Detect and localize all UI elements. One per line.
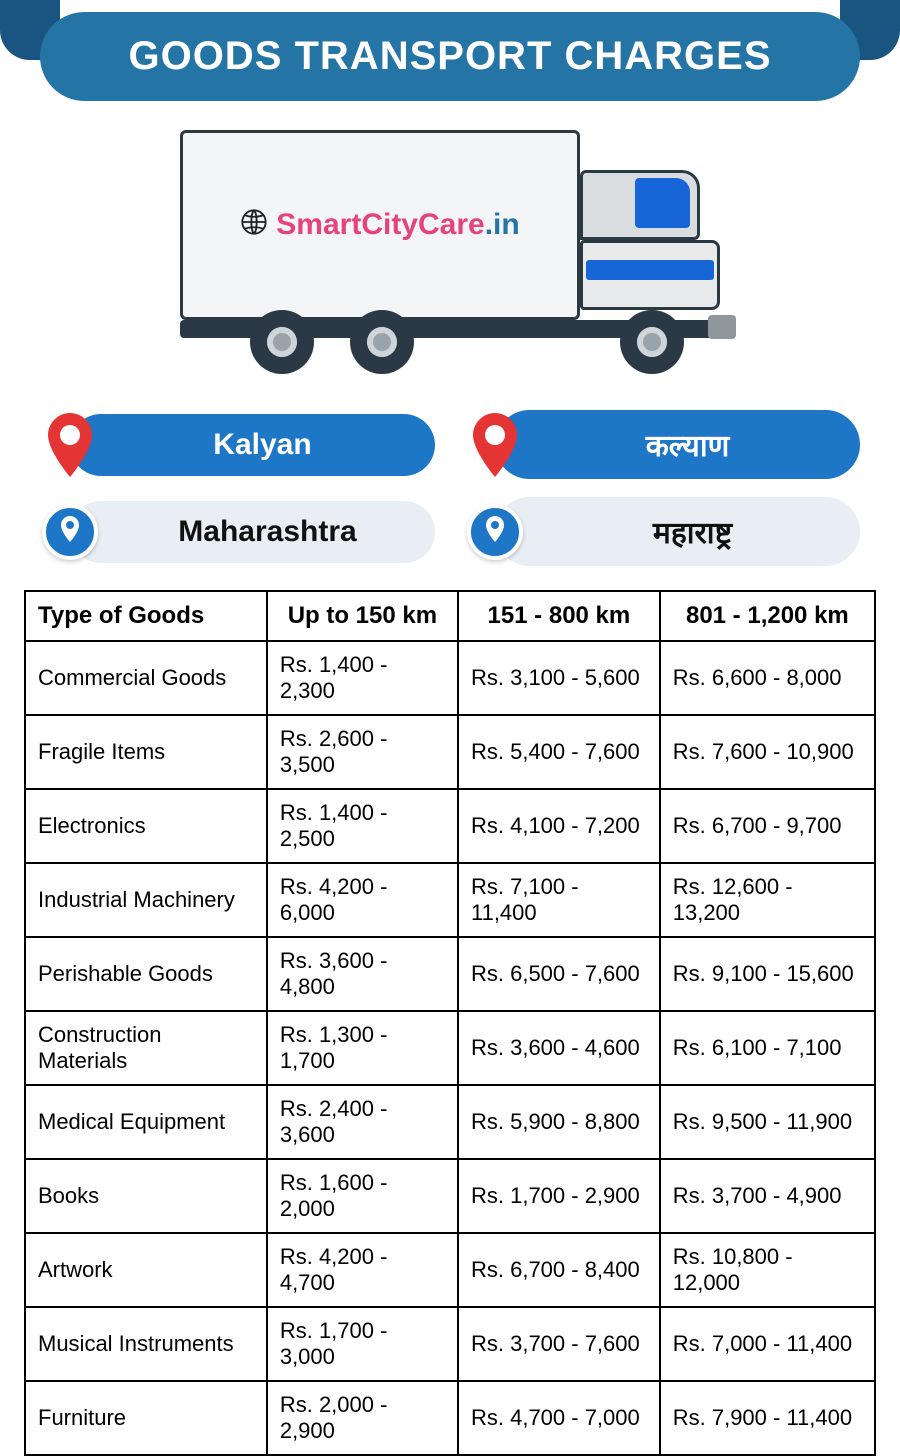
table-cell: Rs. 2,400 - 3,600 (267, 1085, 458, 1159)
col-range2: 151 - 800 km (458, 591, 660, 641)
table-row: Construction MaterialsRs. 1,300 - 1,700R… (25, 1011, 875, 1085)
table-cell: Rs. 7,900 - 11,400 (660, 1381, 875, 1455)
table-cell: Rs. 3,600 - 4,600 (458, 1011, 660, 1085)
globe-icon (240, 208, 268, 243)
table-cell: Electronics (25, 789, 267, 863)
brand-part1: SmartCityCare (276, 208, 484, 241)
truck-cab (580, 170, 730, 320)
col-range3: 801 - 1,200 km (660, 591, 875, 641)
state-local-row: महाराष्ट्र (465, 497, 860, 566)
state-en-label: Maharashtra (70, 501, 435, 563)
table-cell: Rs. 3,600 - 4,800 (267, 937, 458, 1011)
table-cell: Rs. 7,100 - 11,400 (458, 863, 660, 937)
table-cell: Rs. 10,800 - 12,000 (660, 1233, 875, 1307)
table-cell: Artwork (25, 1233, 267, 1307)
table-cell: Rs. 6,700 - 8,400 (458, 1233, 660, 1307)
table-cell: Rs. 1,300 - 1,700 (267, 1011, 458, 1085)
table-row: BooksRs. 1,600 - 2,000Rs. 1,700 - 2,900R… (25, 1159, 875, 1233)
table-cell: Rs. 12,600 - 13,200 (660, 863, 875, 937)
table-cell: Fragile Items (25, 715, 267, 789)
brand-name: SmartCityCare.in (276, 208, 519, 242)
table-row: Perishable GoodsRs. 3,600 - 4,800Rs. 6,5… (25, 937, 875, 1011)
table-row: FurnitureRs. 2,000 - 2,900Rs. 4,700 - 7,… (25, 1381, 875, 1455)
table-cell: Industrial Machinery (25, 863, 267, 937)
table-cell: Rs. 4,200 - 4,700 (267, 1233, 458, 1307)
truck-bumper (708, 315, 736, 339)
table-cell: Rs. 3,100 - 5,600 (458, 641, 660, 715)
table-row: Medical EquipmentRs. 2,400 - 3,600Rs. 5,… (25, 1085, 875, 1159)
table-row: Musical InstrumentsRs. 1,700 - 3,000Rs. … (25, 1307, 875, 1381)
table-row: ArtworkRs. 4,200 - 4,700Rs. 6,700 - 8,40… (25, 1233, 875, 1307)
table-cell: Rs. 3,700 - 7,600 (458, 1307, 660, 1381)
table-cell: Rs. 1,700 - 3,000 (267, 1307, 458, 1381)
table-cell: Construction Materials (25, 1011, 267, 1085)
page-title: GOODS TRANSPORT CHARGES (40, 12, 860, 101)
table-cell: Rs. 9,500 - 11,900 (660, 1085, 875, 1159)
brand-part2: .in (485, 208, 520, 241)
table-cell: Rs. 7,600 - 10,900 (660, 715, 875, 789)
truck-cargo-box: SmartCityCare.in (180, 130, 580, 320)
header: GOODS TRANSPORT CHARGES (0, 0, 900, 120)
table-cell: Rs. 1,400 - 2,500 (267, 789, 458, 863)
table-cell: Musical Instruments (25, 1307, 267, 1381)
col-type: Type of Goods (25, 591, 267, 641)
table-cell: Books (25, 1159, 267, 1233)
table-cell: Medical Equipment (25, 1085, 267, 1159)
table-cell: Rs. 6,500 - 7,600 (458, 937, 660, 1011)
table-cell: Rs. 1,600 - 2,000 (267, 1159, 458, 1233)
table-header-row: Type of Goods Up to 150 km 151 - 800 km … (25, 591, 875, 641)
truck-illustration: SmartCityCare.in (0, 130, 900, 390)
table-cell: Rs. 2,000 - 2,900 (267, 1381, 458, 1455)
table-cell: Rs. 9,100 - 15,600 (660, 937, 875, 1011)
table-cell: Perishable Goods (25, 937, 267, 1011)
table-cell: Rs. 4,100 - 7,200 (458, 789, 660, 863)
table-cell: Rs. 7,000 - 11,400 (660, 1307, 875, 1381)
table-cell: Rs. 4,700 - 7,000 (458, 1381, 660, 1455)
table-cell: Rs. 6,100 - 7,100 (660, 1011, 875, 1085)
table-cell: Commercial Goods (25, 641, 267, 715)
table-cell: Rs. 5,900 - 8,800 (458, 1085, 660, 1159)
table-cell: Rs. 1,400 - 2,300 (267, 641, 458, 715)
table-cell: Rs. 6,700 - 9,700 (660, 789, 875, 863)
location-dot-icon (40, 504, 100, 560)
table-cell: Rs. 4,200 - 6,000 (267, 863, 458, 937)
state-en-row: Maharashtra (40, 497, 435, 566)
city-en-label: Kalyan (70, 414, 435, 476)
table-cell: Rs. 5,400 - 7,600 (458, 715, 660, 789)
col-range1: Up to 150 km (267, 591, 458, 641)
table-row: Commercial GoodsRs. 1,400 - 2,300Rs. 3,1… (25, 641, 875, 715)
location-dot-icon (465, 504, 525, 560)
table-row: Industrial MachineryRs. 4,200 - 6,000Rs.… (25, 863, 875, 937)
table-cell: Rs. 3,700 - 4,900 (660, 1159, 875, 1233)
state-local-label: महाराष्ट्र (495, 497, 860, 566)
charges-table: Type of Goods Up to 150 km 151 - 800 km … (24, 590, 876, 1456)
truck-wheel (350, 310, 414, 374)
city-local-row: कल्याण (465, 410, 860, 479)
table-row: Fragile ItemsRs. 2,600 - 3,500Rs. 5,400 … (25, 715, 875, 789)
table-row: ElectronicsRs. 1,400 - 2,500Rs. 4,100 - … (25, 789, 875, 863)
map-pin-icon (465, 413, 525, 477)
table-cell: Rs. 2,600 - 3,500 (267, 715, 458, 789)
city-local-label: कल्याण (495, 410, 860, 479)
table-cell: Rs. 1,700 - 2,900 (458, 1159, 660, 1233)
truck-wheel (250, 310, 314, 374)
truck-wheel (620, 310, 684, 374)
location-grid: Kalyan कल्याण Maharashtra महाराष्ट्र (0, 410, 900, 566)
map-pin-icon (40, 413, 100, 477)
city-en-row: Kalyan (40, 410, 435, 479)
table-cell: Rs. 6,600 - 8,000 (660, 641, 875, 715)
table-cell: Furniture (25, 1381, 267, 1455)
